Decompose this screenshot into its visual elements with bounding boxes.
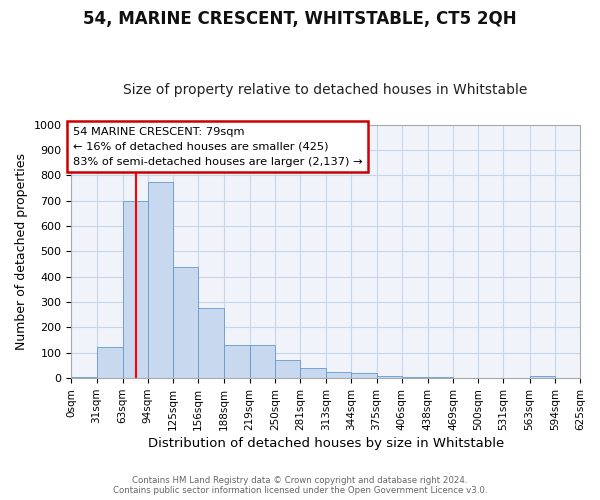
Bar [530,376,555,378]
Bar [97,346,122,378]
Bar [377,376,402,378]
Bar [300,368,326,378]
Bar [275,360,300,378]
Bar [351,373,377,378]
Bar [71,377,97,378]
Bar [326,372,351,378]
Text: Contains HM Land Registry data © Crown copyright and database right 2024.
Contai: Contains HM Land Registry data © Crown c… [113,476,487,495]
Bar [148,182,173,378]
Bar [402,377,428,378]
Text: 54, MARINE CRESCENT, WHITSTABLE, CT5 2QH: 54, MARINE CRESCENT, WHITSTABLE, CT5 2QH [83,10,517,28]
Bar [224,345,250,378]
Bar [122,200,148,378]
Bar [173,266,198,378]
Bar [250,345,275,378]
Bar [198,308,224,378]
Title: Size of property relative to detached houses in Whitstable: Size of property relative to detached ho… [124,83,528,97]
X-axis label: Distribution of detached houses by size in Whitstable: Distribution of detached houses by size … [148,437,504,450]
Y-axis label: Number of detached properties: Number of detached properties [15,153,28,350]
Text: 54 MARINE CRESCENT: 79sqm
← 16% of detached houses are smaller (425)
83% of semi: 54 MARINE CRESCENT: 79sqm ← 16% of detac… [73,127,362,166]
